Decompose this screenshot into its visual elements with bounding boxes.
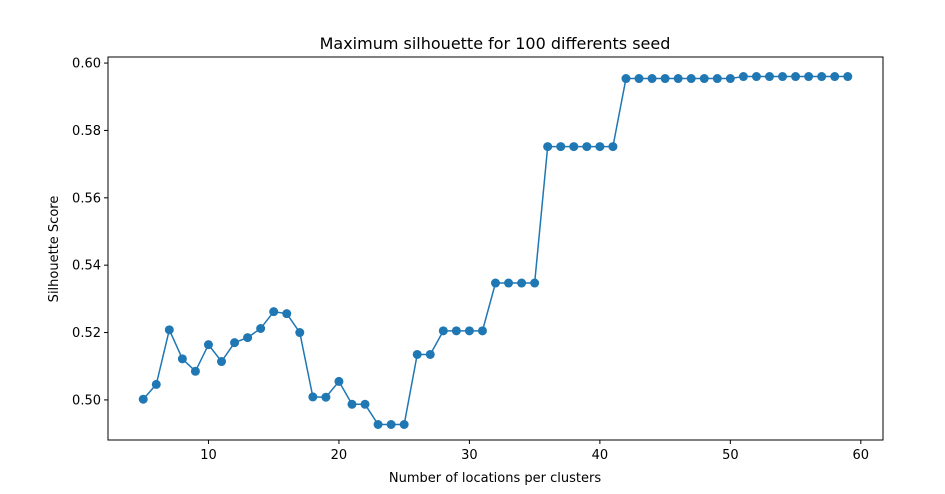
data-point: [321, 392, 331, 402]
series-line: [142, 75, 848, 426]
data-point: [243, 333, 253, 343]
data-point: [138, 394, 148, 404]
data-point: [464, 326, 474, 336]
data-point: [843, 72, 853, 82]
data-point: [778, 72, 788, 82]
data-point: [830, 72, 840, 82]
y-axis-label: Silhouette Score: [47, 196, 62, 303]
data-point: [738, 72, 748, 82]
y-tick-label: 0.50: [72, 393, 101, 408]
x-axis-label: Number of locations per clusters: [389, 471, 601, 486]
data-point: [217, 357, 227, 367]
data-point: [190, 366, 200, 376]
x-tick-label: 60: [853, 448, 870, 463]
data-point: [582, 142, 592, 152]
data-point: [751, 72, 761, 82]
data-point: [451, 326, 461, 336]
data-point: [804, 72, 814, 82]
data-point: [621, 74, 631, 84]
data-point: [425, 349, 435, 359]
x-tick-label: 10: [200, 448, 217, 463]
data-point: [634, 74, 644, 84]
y-axis: 0.50 0.52 0.54 0.56 0.58 0.60: [72, 57, 108, 408]
data-point: [399, 420, 409, 430]
data-point: [412, 349, 422, 359]
plot-area: [138, 72, 853, 430]
data-point: [764, 72, 774, 82]
data-point: [347, 399, 357, 409]
data-point: [269, 307, 279, 317]
data-point: [282, 309, 292, 319]
data-point: [608, 142, 618, 152]
data-point: [673, 74, 683, 84]
data-point: [386, 420, 396, 430]
data-point: [334, 376, 344, 386]
x-tick-label: 20: [331, 448, 348, 463]
x-tick-label: 40: [592, 448, 609, 463]
data-point: [595, 142, 605, 152]
data-point: [543, 142, 553, 152]
data-point: [438, 326, 448, 336]
data-point: [151, 379, 161, 389]
data-point: [504, 278, 514, 288]
data-point: [791, 72, 801, 82]
data-point: [373, 420, 383, 430]
plot-frame: [107, 56, 884, 441]
data-point: [164, 325, 174, 335]
data-point: [177, 354, 187, 364]
y-tick-label: 0.58: [72, 124, 101, 139]
data-point: [817, 72, 827, 82]
y-tick-label: 0.54: [72, 259, 101, 274]
data-point: [295, 328, 305, 338]
data-point: [569, 142, 579, 152]
data-point: [491, 278, 500, 288]
data-point: [477, 326, 487, 336]
data-point: [230, 338, 240, 348]
data-point: [686, 74, 696, 84]
y-tick-label: 0.60: [72, 57, 101, 72]
data-point: [725, 74, 735, 84]
data-point: [556, 142, 566, 152]
x-axis: 10 20 30 40 50 60: [200, 440, 869, 463]
data-point: [256, 324, 266, 334]
data-point: [517, 278, 527, 288]
data-point: [203, 340, 213, 350]
data-point: [530, 278, 540, 288]
data-point: [712, 74, 722, 84]
chart-title: Maximum silhouette for 100 differents se…: [320, 34, 671, 53]
data-point: [699, 74, 709, 84]
data-point: [360, 399, 370, 409]
y-tick-label: 0.56: [72, 191, 101, 206]
y-tick-label: 0.52: [72, 326, 101, 341]
x-tick-label: 30: [461, 448, 478, 463]
data-point: [660, 74, 670, 84]
data-point: [308, 392, 318, 402]
data-point: [647, 74, 657, 84]
x-tick-label: 50: [722, 448, 739, 463]
